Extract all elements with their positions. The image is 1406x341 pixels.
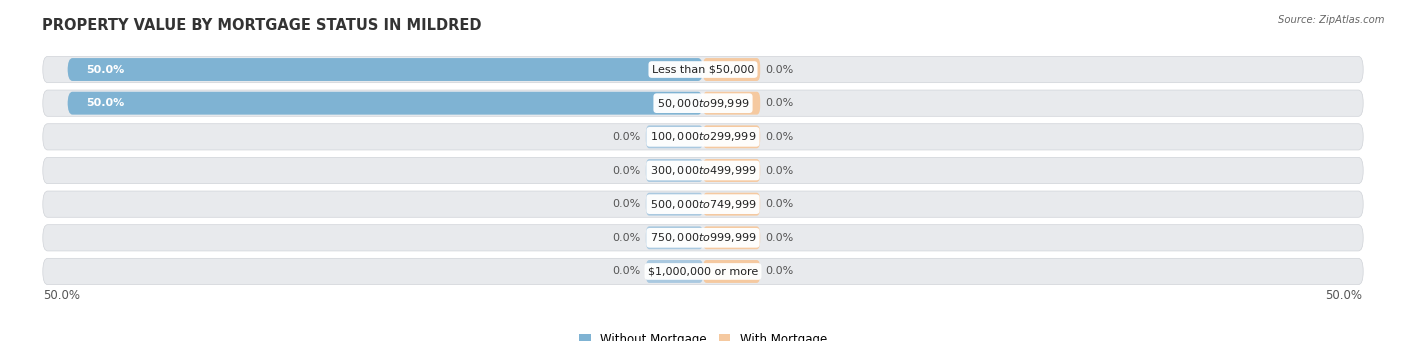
FancyBboxPatch shape <box>42 191 1364 217</box>
Text: $300,000 to $499,999: $300,000 to $499,999 <box>650 164 756 177</box>
Text: $100,000 to $299,999: $100,000 to $299,999 <box>650 130 756 143</box>
Text: $750,000 to $999,999: $750,000 to $999,999 <box>650 231 756 244</box>
FancyBboxPatch shape <box>42 90 1364 116</box>
FancyBboxPatch shape <box>645 125 703 148</box>
FancyBboxPatch shape <box>42 56 1364 83</box>
FancyBboxPatch shape <box>67 92 703 115</box>
Text: 0.0%: 0.0% <box>765 233 793 243</box>
FancyBboxPatch shape <box>645 159 703 182</box>
FancyBboxPatch shape <box>67 58 703 81</box>
Text: 0.0%: 0.0% <box>613 165 641 176</box>
Text: 0.0%: 0.0% <box>613 266 641 277</box>
Text: $50,000 to $99,999: $50,000 to $99,999 <box>657 97 749 110</box>
Text: Source: ZipAtlas.com: Source: ZipAtlas.com <box>1278 15 1385 25</box>
Text: 50.0%: 50.0% <box>87 64 125 75</box>
Text: 0.0%: 0.0% <box>765 266 793 277</box>
Text: $500,000 to $749,999: $500,000 to $749,999 <box>650 198 756 211</box>
FancyBboxPatch shape <box>703 125 761 148</box>
Text: 0.0%: 0.0% <box>765 64 793 75</box>
Text: 0.0%: 0.0% <box>613 132 641 142</box>
Text: 0.0%: 0.0% <box>765 132 793 142</box>
Text: 50.0%: 50.0% <box>87 98 125 108</box>
Text: 0.0%: 0.0% <box>765 199 793 209</box>
Text: 0.0%: 0.0% <box>765 165 793 176</box>
Text: 0.0%: 0.0% <box>765 98 793 108</box>
FancyBboxPatch shape <box>703 159 761 182</box>
Text: 0.0%: 0.0% <box>613 233 641 243</box>
FancyBboxPatch shape <box>645 193 703 216</box>
FancyBboxPatch shape <box>645 260 703 283</box>
Text: 0.0%: 0.0% <box>613 199 641 209</box>
FancyBboxPatch shape <box>703 260 761 283</box>
FancyBboxPatch shape <box>703 193 761 216</box>
FancyBboxPatch shape <box>42 225 1364 251</box>
FancyBboxPatch shape <box>42 158 1364 183</box>
Text: 50.0%: 50.0% <box>44 289 80 302</box>
FancyBboxPatch shape <box>645 226 703 249</box>
FancyBboxPatch shape <box>703 92 761 115</box>
Text: PROPERTY VALUE BY MORTGAGE STATUS IN MILDRED: PROPERTY VALUE BY MORTGAGE STATUS IN MIL… <box>42 18 482 33</box>
FancyBboxPatch shape <box>42 258 1364 285</box>
Legend: Without Mortgage, With Mortgage: Without Mortgage, With Mortgage <box>574 329 832 341</box>
FancyBboxPatch shape <box>703 58 761 81</box>
FancyBboxPatch shape <box>42 124 1364 150</box>
Text: 50.0%: 50.0% <box>1326 289 1362 302</box>
FancyBboxPatch shape <box>703 226 761 249</box>
Text: $1,000,000 or more: $1,000,000 or more <box>648 266 758 277</box>
Text: Less than $50,000: Less than $50,000 <box>652 64 754 75</box>
